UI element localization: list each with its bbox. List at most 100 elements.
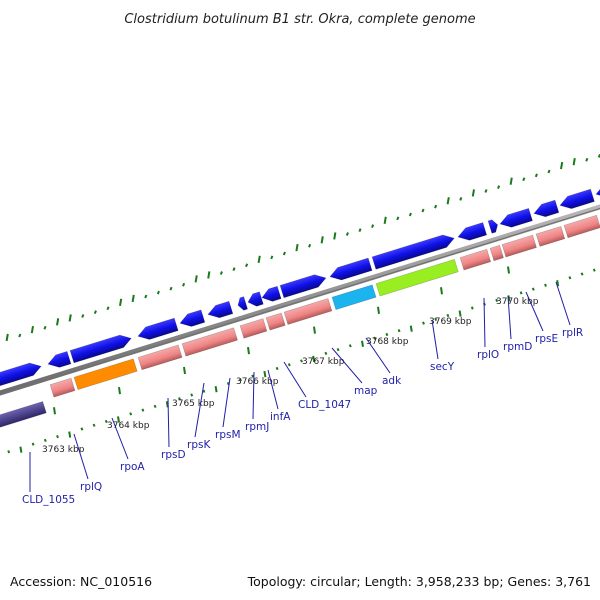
gc-tick xyxy=(320,236,324,244)
gc-tick xyxy=(434,204,438,209)
gene-leader-line xyxy=(73,433,89,480)
kbp-label: 3766 kbp xyxy=(236,377,279,387)
gene-leader-line xyxy=(365,337,391,374)
gc-tick xyxy=(547,169,551,174)
gc-tick xyxy=(397,329,401,333)
gc-tick xyxy=(560,161,564,170)
kbp-tick-mark xyxy=(53,407,56,415)
gc-tick xyxy=(93,310,97,314)
gene-leader-line xyxy=(267,369,279,410)
cds-arrow xyxy=(559,188,595,209)
gc-tick xyxy=(232,267,236,272)
gc-tick xyxy=(495,298,499,303)
cds-arrow xyxy=(247,291,264,307)
gc-tick xyxy=(56,434,59,439)
gc-tick xyxy=(68,314,72,322)
gc-tick xyxy=(383,216,387,224)
gc-tick xyxy=(141,408,145,412)
gc-tick xyxy=(129,412,133,416)
rna-band-segment xyxy=(501,234,537,258)
gc-tick xyxy=(18,333,22,338)
gc-tick xyxy=(446,197,450,205)
gene-leader-line xyxy=(222,377,231,428)
gene-label: rpoA xyxy=(120,461,145,473)
gc-tick xyxy=(509,177,513,185)
gc-tick xyxy=(207,271,211,279)
gene-label: CLD_1047 xyxy=(298,399,351,411)
gene-leader-line xyxy=(525,291,544,332)
gc-tick xyxy=(263,370,267,378)
gc-tick xyxy=(585,157,589,162)
scale-ticks: 3763 kbp 3764 kbp 3765 kbp 3766 kbp 3767 kbp… xyxy=(42,266,539,455)
cds-arrow xyxy=(499,207,533,228)
kbp-tick-mark xyxy=(377,306,380,314)
gene-label: rplR xyxy=(562,327,583,339)
gc-tick xyxy=(165,401,169,408)
rna-band-segment xyxy=(49,377,76,398)
gc-tick xyxy=(245,263,249,268)
gc-tick xyxy=(459,196,463,201)
gene-leader-line xyxy=(111,417,129,460)
gene-label: secY xyxy=(430,361,455,373)
gc-tick xyxy=(156,290,160,295)
gc-tick xyxy=(484,189,488,193)
gene-leader-line xyxy=(331,347,363,384)
gc-tick xyxy=(556,280,560,287)
map-title: Clostridium botulinum B1 str. Okra, comp… xyxy=(124,12,475,27)
gc-tick xyxy=(348,344,352,348)
gc-tick xyxy=(92,423,96,427)
gene-leader-line xyxy=(507,295,512,340)
gc-tick xyxy=(282,251,286,256)
gc-tick xyxy=(68,431,72,438)
kbp-label: 3765 kbp xyxy=(172,399,215,409)
gene-label: rplO xyxy=(477,349,499,361)
gc-tick xyxy=(568,276,572,280)
gc-tick xyxy=(194,275,198,283)
gene-label: rpsK xyxy=(187,439,211,451)
kbp-tick-mark xyxy=(440,287,443,295)
gc-tick xyxy=(153,404,157,408)
rna-band-segment xyxy=(535,225,566,247)
gene-leader-line xyxy=(283,361,307,398)
gc-tick xyxy=(422,321,425,325)
cds-arrow xyxy=(261,285,282,302)
gc-tick xyxy=(396,216,400,221)
dark-feature xyxy=(0,401,47,437)
gc-tick xyxy=(408,212,412,217)
gene-leader-line xyxy=(194,382,205,438)
cyan-feature xyxy=(331,284,377,311)
gc-tick xyxy=(446,313,450,318)
gc-tick xyxy=(7,450,11,454)
gc-tick xyxy=(219,271,223,275)
gc-tick xyxy=(182,282,186,287)
cds-arrow xyxy=(329,257,373,281)
gc-tick xyxy=(312,355,316,363)
cds-arrow xyxy=(207,300,234,319)
gc-tick xyxy=(30,325,34,334)
genome-backbone xyxy=(0,204,600,396)
gc-tick xyxy=(324,351,328,355)
gc-tick xyxy=(544,283,547,287)
feature-track xyxy=(0,174,600,437)
rna-band-segment xyxy=(459,248,492,271)
gc-tick xyxy=(190,393,194,397)
gc-tick xyxy=(373,336,377,340)
rna-band-segment xyxy=(265,312,286,331)
orange-feature xyxy=(73,358,138,391)
gene-label: rpmD xyxy=(503,341,532,353)
gc-tick xyxy=(519,291,523,295)
gc-tick xyxy=(434,317,438,321)
gc-skew-track xyxy=(5,154,600,454)
gene-leader-line xyxy=(167,397,170,448)
cds-arrow xyxy=(137,317,179,340)
rna-band-segment xyxy=(181,327,238,357)
green-feature xyxy=(375,258,459,297)
rna-band-segment xyxy=(239,318,268,339)
kbp-label: 3769 kbp xyxy=(429,317,472,327)
cds-arrow xyxy=(457,222,488,241)
cds-arrow xyxy=(0,362,42,392)
gc-tick xyxy=(144,294,148,299)
gc-tick xyxy=(531,287,535,291)
gene-leader-line xyxy=(555,281,571,326)
